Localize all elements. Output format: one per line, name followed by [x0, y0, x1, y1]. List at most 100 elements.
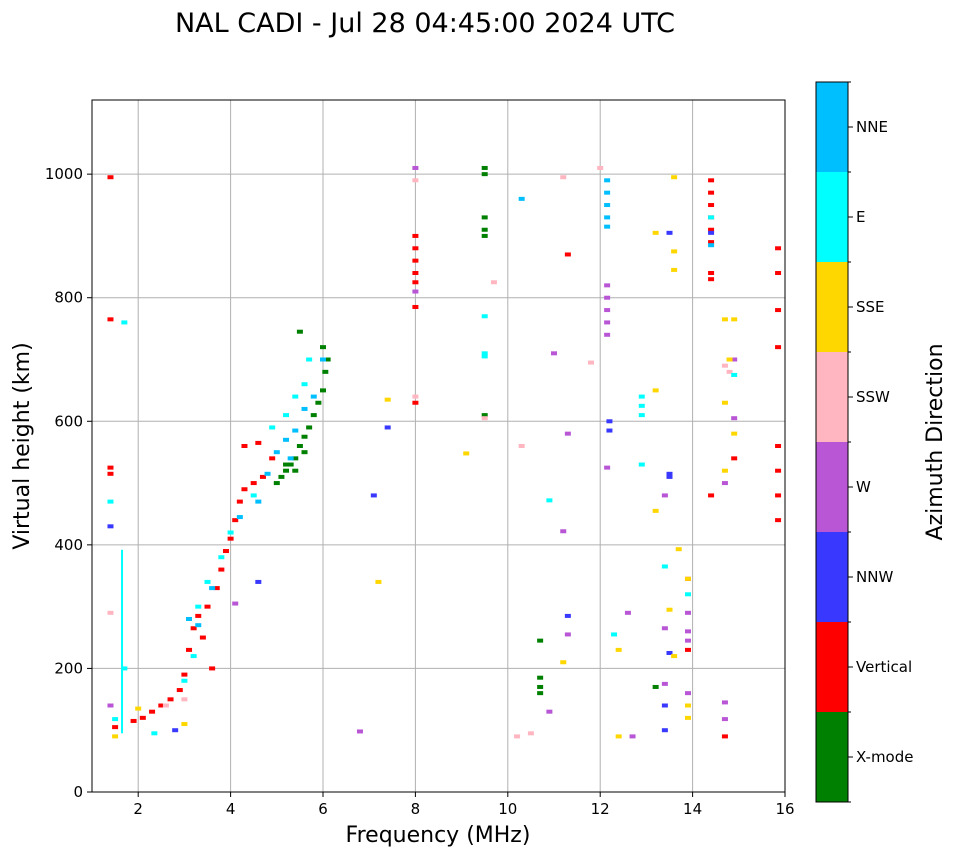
point-w: [731, 357, 738, 362]
point-nne: [320, 357, 326, 362]
point-e: [708, 215, 715, 220]
point-vertical: [684, 647, 691, 652]
y-axis-label: Virtual height (km): [10, 342, 35, 549]
point-vertical: [255, 440, 262, 445]
point-nnw: [606, 419, 613, 424]
point-vertical: [181, 672, 188, 677]
point-vertical: [149, 709, 156, 714]
point-x-mode: [537, 691, 544, 696]
point-ssw: [412, 178, 419, 183]
point-vertical: [241, 487, 248, 492]
colorbar-segment-sse: [816, 262, 848, 352]
point-e: [481, 314, 488, 319]
colorbar-tick-label: SSE: [856, 298, 885, 316]
colorbar-frame: [815, 81, 849, 803]
grid-lines: [92, 100, 786, 793]
point-e: [190, 654, 197, 659]
point-nnw: [666, 471, 673, 476]
point-e: [611, 632, 618, 637]
point-vertical: [412, 233, 419, 238]
point-e: [638, 394, 645, 399]
point-e: [121, 666, 128, 671]
point-nne: [310, 394, 317, 399]
point-x-mode: [537, 638, 544, 643]
point-x-mode: [306, 425, 313, 430]
point-sse: [375, 579, 382, 584]
point-ssw: [490, 280, 497, 285]
point-sse: [666, 607, 673, 612]
point-vertical: [190, 626, 197, 631]
x-tick-label: 16: [775, 800, 794, 818]
point-sse: [112, 734, 119, 739]
point-nne: [264, 471, 271, 476]
point-vertical: [708, 190, 715, 195]
point-nne: [236, 515, 243, 520]
point-w: [684, 610, 691, 615]
point-vertical: [241, 444, 248, 448]
point-x-mode: [292, 468, 299, 473]
x-axis-ticks: 2 4 6 8 10 12 14 16: [133, 792, 795, 818]
colorbar-tick-label: SSW: [856, 388, 890, 406]
point-vertical: [564, 252, 571, 257]
point-w: [107, 703, 114, 708]
point-vertical: [107, 465, 114, 470]
point-vertical: [209, 666, 216, 671]
chart-title: NAL CADI - Jul 28 04:45:00 2024 UTC: [175, 8, 675, 39]
point-e: [204, 579, 211, 584]
point-vertical: [112, 725, 119, 730]
point-nne: [301, 406, 308, 411]
point-ssw: [107, 610, 114, 615]
point-w: [684, 691, 691, 696]
point-sse: [731, 431, 738, 436]
point-nnw: [107, 524, 114, 529]
point-nne: [518, 196, 525, 201]
point-nne: [604, 203, 611, 208]
point-vertical: [218, 567, 225, 572]
colorbar-tick-label: W: [856, 478, 871, 496]
point-vertical: [412, 280, 419, 285]
point-w: [721, 700, 728, 705]
point-vertical: [213, 586, 220, 591]
point-vertical: [412, 258, 419, 263]
point-w: [661, 493, 668, 498]
point-vertical: [259, 474, 266, 479]
colorbar-segment-nnw: [816, 532, 848, 622]
point-w: [731, 416, 738, 421]
point-vertical: [195, 613, 202, 618]
point-vertical: [236, 499, 243, 504]
colorbar-label: Azimuth Direction: [923, 343, 948, 540]
point-vertical: [199, 635, 206, 640]
point-w: [564, 431, 571, 436]
point-ssw: [162, 703, 169, 708]
point-x-mode: [283, 462, 290, 467]
point-ssw: [560, 175, 567, 180]
point-x-mode: [652, 684, 659, 689]
point-w: [684, 638, 691, 643]
point-sse: [463, 451, 470, 456]
point-e: [481, 351, 488, 356]
point-e: [301, 382, 308, 387]
point-nnw: [666, 230, 673, 235]
colorbar-tick-label: E: [856, 208, 865, 226]
point-sse: [684, 703, 691, 708]
point-e: [283, 413, 290, 418]
point-x-mode: [301, 434, 308, 439]
x-tick-label: 10: [498, 800, 517, 818]
point-x-mode: [481, 172, 488, 177]
point-w: [564, 632, 571, 637]
y-tick-label: 400: [54, 536, 83, 554]
point-x-mode: [287, 462, 294, 467]
point-x-mode: [481, 165, 488, 170]
point-vertical: [775, 518, 782, 523]
point-sse: [181, 722, 188, 727]
point-e: [306, 357, 313, 362]
point-sse: [726, 357, 733, 362]
point-vertical: [107, 471, 114, 476]
point-sse: [384, 397, 391, 402]
point-w: [629, 734, 636, 739]
point-nnw: [172, 728, 179, 733]
point-vertical: [775, 345, 782, 350]
point-e: [638, 403, 645, 408]
point-nnw: [708, 230, 715, 235]
point-e: [121, 320, 128, 325]
